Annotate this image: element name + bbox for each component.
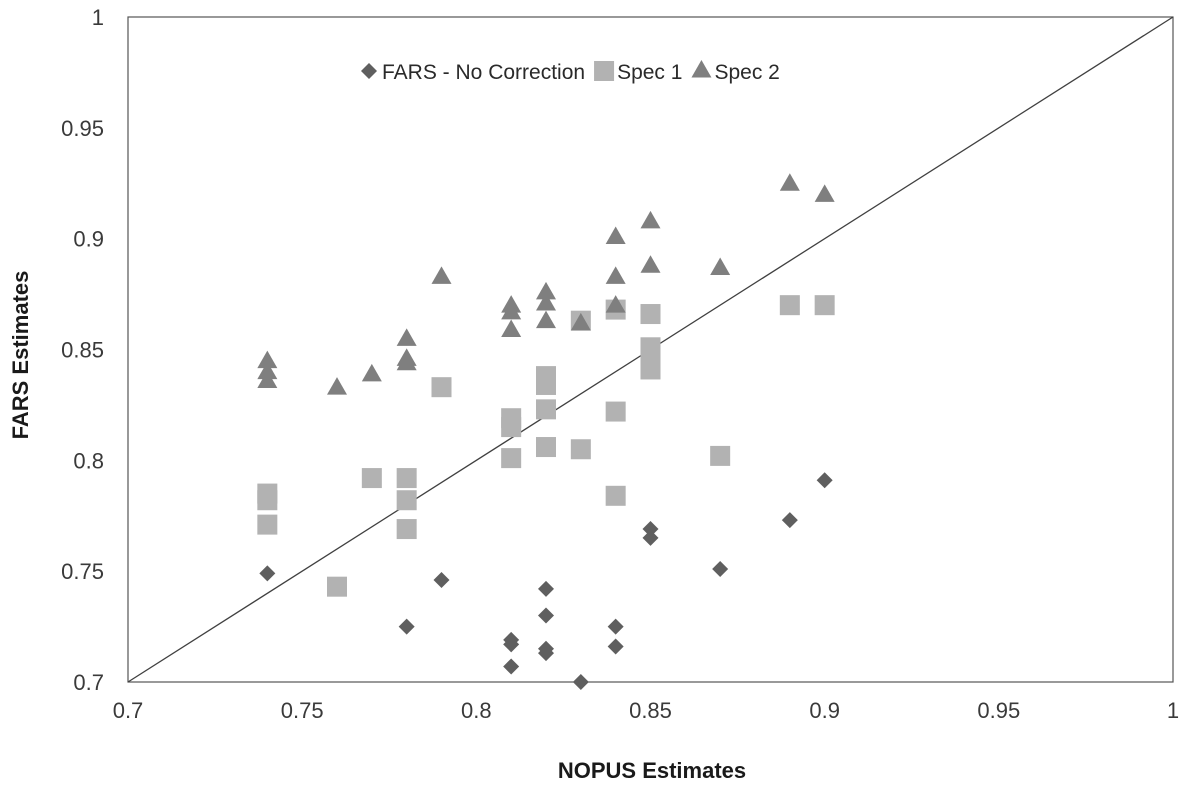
data-point xyxy=(257,361,278,380)
y-tick-label: 0.8 xyxy=(73,448,104,473)
data-point xyxy=(538,607,554,624)
data-point xyxy=(640,359,661,380)
data-point xyxy=(396,490,417,511)
x-tick-label: 1 xyxy=(1167,698,1179,723)
data-point xyxy=(361,468,382,489)
series-square xyxy=(257,295,835,597)
data-point xyxy=(501,417,522,438)
y-axis-ticks: 0.7 0.75 0.8 0.85 0.9 0.95 1 xyxy=(61,5,104,695)
plot-border xyxy=(127,16,1174,683)
series-triangle xyxy=(257,173,835,395)
x-tick-label: 0.9 xyxy=(809,698,840,723)
y-tick-label: 0.7 xyxy=(73,670,104,695)
data-point xyxy=(642,521,659,538)
data-point xyxy=(640,210,661,229)
data-point xyxy=(607,618,624,635)
data-point xyxy=(605,485,626,506)
x-tick-label: 0.85 xyxy=(629,698,672,723)
data-point xyxy=(396,328,417,346)
data-point xyxy=(257,514,278,535)
data-point xyxy=(503,658,520,675)
legend-item: Spec 1 xyxy=(594,61,682,84)
data-point xyxy=(570,312,591,331)
data-point xyxy=(396,519,417,540)
data-point xyxy=(259,565,276,582)
data-point xyxy=(814,184,835,202)
legend-marker-square xyxy=(594,61,615,81)
y-tick-label: 1 xyxy=(92,5,104,30)
y-axis-title: FARS Estimates xyxy=(8,271,33,440)
data-point xyxy=(640,255,661,273)
data-point xyxy=(781,512,798,529)
y-tick-label: 0.9 xyxy=(73,227,104,252)
data-point xyxy=(327,576,347,597)
data-point xyxy=(501,301,522,320)
data-point xyxy=(257,370,278,389)
data-point xyxy=(257,490,278,511)
y-tick-label: 0.75 xyxy=(61,559,104,584)
data-point xyxy=(642,529,659,546)
data-point xyxy=(605,295,626,313)
plot-area xyxy=(127,16,1174,683)
data-point xyxy=(712,560,729,577)
legend: FARS - No Correction Spec 1 Spec 2 xyxy=(361,60,780,84)
data-point xyxy=(536,310,556,329)
data-point xyxy=(538,645,554,662)
legend-label: FARS - No Correction xyxy=(382,61,585,84)
data-point xyxy=(710,445,731,466)
data-point xyxy=(327,377,347,395)
data-point xyxy=(640,304,661,325)
data-point xyxy=(814,295,835,316)
points-layer xyxy=(257,173,835,690)
data-point xyxy=(396,352,417,371)
x-tick-label: 0.7 xyxy=(113,698,144,723)
series-diamond xyxy=(259,472,833,690)
legend-item: Spec 2 xyxy=(691,60,780,84)
legend-label: Spec 1 xyxy=(617,61,682,84)
data-point xyxy=(501,448,522,469)
data-point xyxy=(536,399,556,420)
data-point xyxy=(605,266,626,284)
data-point xyxy=(396,468,417,489)
x-axis-title: NOPUS Estimates xyxy=(558,758,746,783)
data-point xyxy=(538,580,554,597)
data-point xyxy=(779,295,800,316)
data-point xyxy=(501,319,522,338)
x-tick-label: 0.8 xyxy=(461,698,492,723)
y-tick-label: 0.95 xyxy=(61,116,104,141)
data-point xyxy=(605,226,626,244)
data-point xyxy=(605,401,626,422)
data-point xyxy=(607,638,624,655)
data-point xyxy=(503,636,520,653)
x-tick-label: 0.75 xyxy=(281,698,324,723)
data-point xyxy=(816,472,833,489)
data-point xyxy=(536,374,556,395)
data-point xyxy=(431,266,452,284)
data-point xyxy=(361,363,382,382)
data-point xyxy=(536,292,556,311)
legend-label: Spec 2 xyxy=(714,61,779,84)
data-point xyxy=(570,439,591,460)
y-tick-label: 0.85 xyxy=(61,338,104,363)
data-point xyxy=(710,257,731,275)
x-axis-ticks: 0.7 0.75 0.8 0.85 0.9 0.95 1 xyxy=(113,698,1179,723)
legend-marker-triangle xyxy=(691,60,712,78)
data-point xyxy=(433,572,450,589)
data-point xyxy=(779,173,800,191)
data-point xyxy=(257,350,278,369)
data-point xyxy=(536,437,556,458)
legend-item: FARS - No Correction xyxy=(361,61,585,84)
x-tick-label: 0.95 xyxy=(977,698,1020,723)
data-point xyxy=(431,377,452,398)
data-point xyxy=(536,281,556,300)
data-point xyxy=(572,674,589,690)
legend-marker-diamond xyxy=(361,63,377,79)
data-point xyxy=(398,618,415,635)
